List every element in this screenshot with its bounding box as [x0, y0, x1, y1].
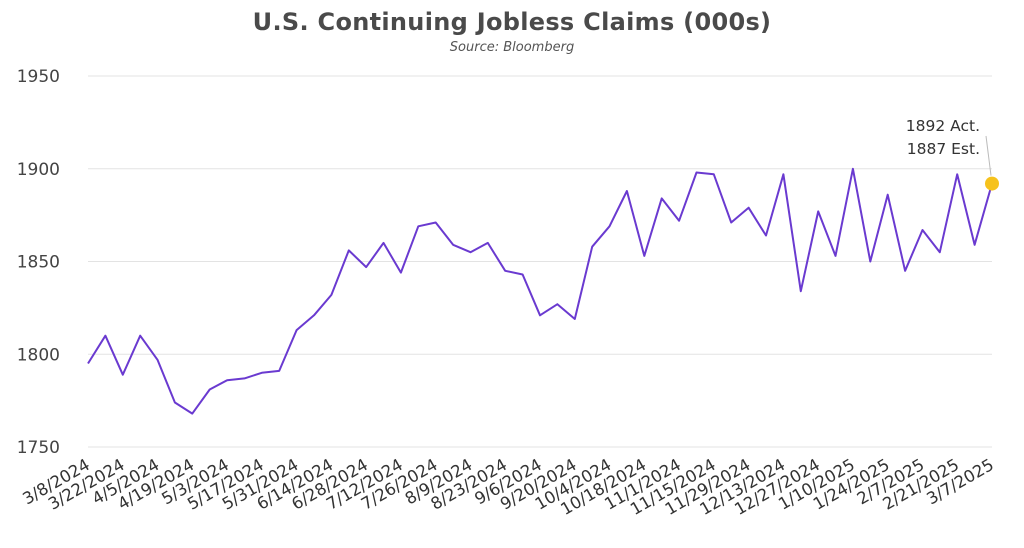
y-tick-label: 1950	[17, 67, 60, 87]
gridlines	[88, 75, 992, 448]
y-tick-label: 1850	[17, 253, 60, 273]
chart-subtitle: Source: Bloomberg	[449, 40, 575, 55]
annotation-estimate-label: 1887 Est.	[907, 140, 980, 158]
chart-title: U.S. Continuing Jobless Claims (000s)	[252, 8, 772, 36]
series-line	[87, 167, 993, 415]
y-tick-label: 1900	[17, 160, 60, 180]
annotation-group: 1892 Act. 1887 Est.	[906, 117, 999, 191]
annotation-actual-label: 1892 Act.	[906, 117, 980, 135]
x-axis: 3/8/20243/22/20244/5/20244/19/20245/3/20…	[19, 455, 997, 519]
y-tick-label: 1750	[17, 438, 60, 458]
series-line-group	[87, 167, 993, 415]
annotation-leader-line	[985, 135, 992, 176]
y-axis: 1750 1800 1850 1900 1950	[17, 67, 60, 458]
y-tick-label: 1800	[17, 345, 60, 365]
last-value-marker	[985, 176, 999, 191]
